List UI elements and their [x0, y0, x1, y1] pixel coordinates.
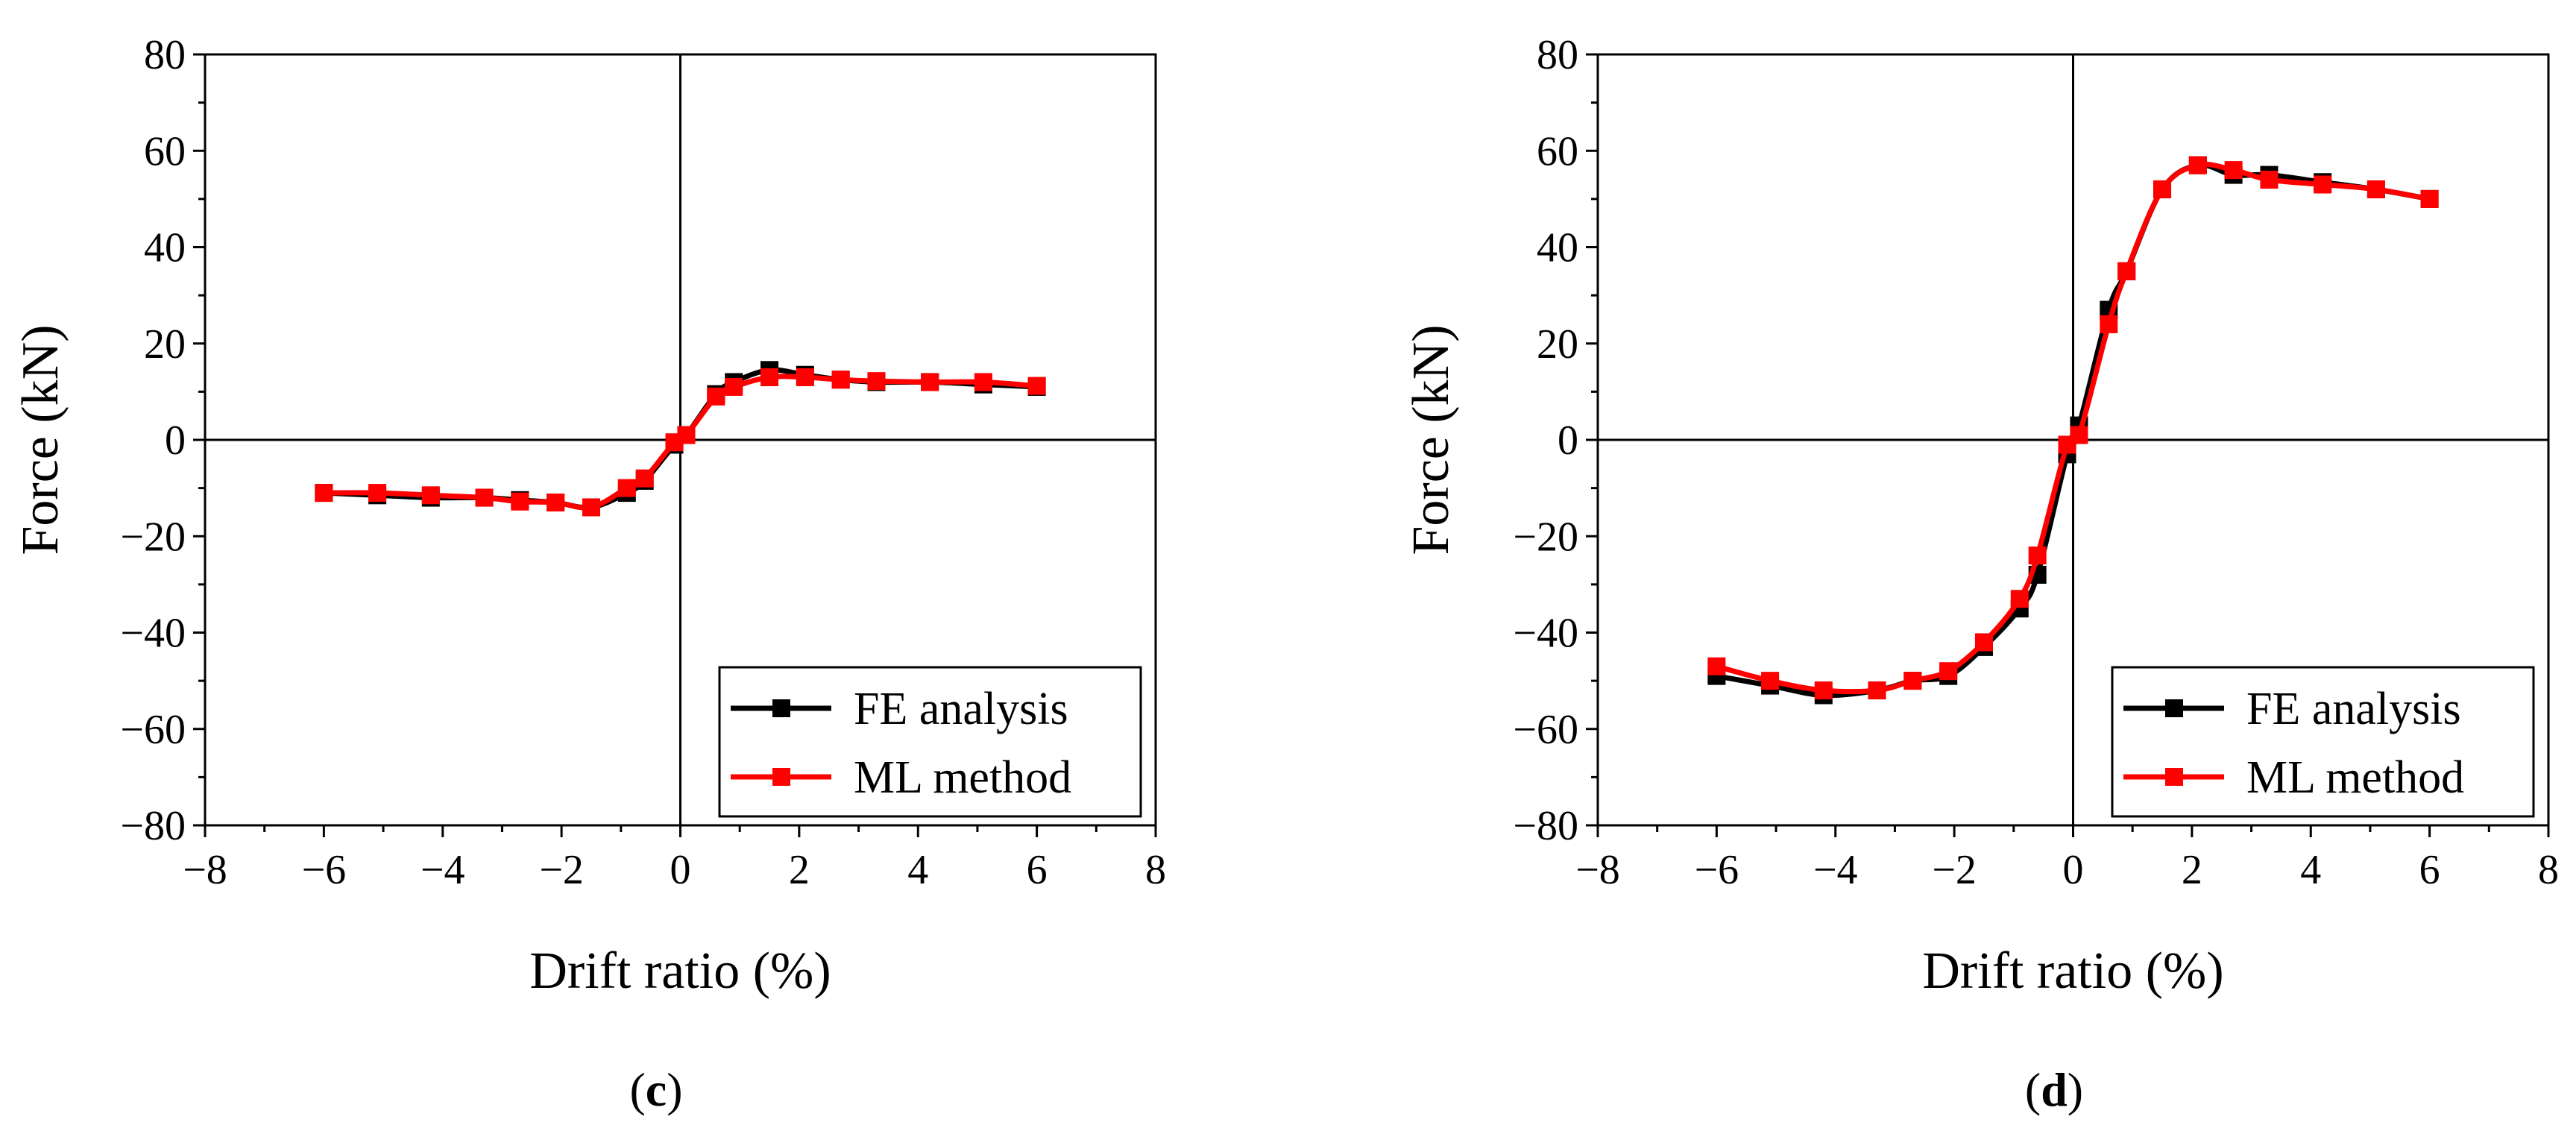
data-point-ml-method: [2188, 156, 2207, 174]
x-tick-label: 2: [789, 847, 810, 893]
data-point-ml-method: [635, 469, 654, 488]
x-tick-label: −4: [1813, 847, 1858, 893]
y-tick-label: 80: [1537, 32, 1578, 78]
y-tick-label: −20: [1513, 514, 1578, 560]
y-tick-label: −60: [1513, 707, 1578, 753]
y-tick-label: 20: [1537, 321, 1578, 368]
data-point-ml-method: [707, 387, 725, 406]
x-tick-label: 2: [2182, 847, 2202, 893]
data-point-ml-method: [677, 426, 696, 444]
data-point-ml-method: [867, 372, 886, 391]
data-point-ml-method: [725, 377, 743, 396]
data-point-ml-method: [2224, 161, 2243, 180]
x-tick-label: −6: [1695, 847, 1739, 893]
panel-c-chart: −8 −6 −4 −2 0 2 4 6 8−80−60−40−20020406080Drift …: [12, 32, 1166, 1116]
data-point-ml-method: [760, 368, 779, 386]
data-point-ml-method: [1974, 633, 1993, 652]
x-axis-title: Drift ratio (%): [529, 942, 831, 1000]
data-point-ml-method: [1939, 662, 1958, 681]
data-point-ml-method: [2100, 315, 2118, 333]
y-tick-label: −20: [120, 514, 186, 560]
x-tick-label: 0: [670, 847, 691, 893]
legend-box: [718, 666, 1142, 818]
y-axis-title: Force (kN): [12, 324, 69, 555]
legend-marker-fe-analysis: [772, 699, 790, 717]
legend-marker-ml-method: [2165, 768, 2183, 786]
data-point-ml-method: [2314, 175, 2332, 194]
legend-label-fe-analysis: FE analysis: [854, 684, 1068, 734]
y-tick-label: −40: [120, 611, 186, 657]
y-tick-label: −60: [120, 707, 186, 753]
y-tick-label: 40: [1537, 225, 1578, 271]
data-point-ml-method: [2117, 262, 2136, 280]
y-tick-label: 60: [144, 128, 186, 174]
data-point-ml-method: [2153, 180, 2172, 198]
data-point-ml-method: [1707, 657, 1726, 675]
data-point-ml-method: [475, 488, 494, 507]
legend-marker-fe-analysis: [2165, 699, 2183, 717]
x-tick-label: 4: [907, 847, 928, 893]
x-tick-label: −2: [1932, 847, 1977, 893]
data-point-ml-method: [547, 494, 565, 512]
y-tick-label: −40: [1513, 611, 1578, 657]
y-tick-label: 40: [144, 225, 186, 271]
panel-label-letter: c: [646, 1063, 667, 1116]
data-point-ml-method: [2260, 171, 2279, 189]
data-point-ml-method: [1027, 377, 1046, 395]
panel-label: (d): [2025, 1063, 2083, 1116]
data-point-ml-method: [921, 373, 939, 391]
y-tick-label: 0: [1558, 418, 1578, 464]
x-tick-label: −8: [183, 847, 227, 893]
x-tick-label: −2: [539, 847, 584, 893]
data-point-ml-method: [1814, 681, 1833, 700]
data-point-ml-method: [831, 371, 850, 389]
data-point-ml-method: [2420, 189, 2439, 208]
y-tick-label: 80: [144, 32, 186, 78]
panel-label-letter: d: [2041, 1063, 2068, 1116]
data-point-ml-method: [1903, 672, 1922, 690]
legend-label-ml-method: ML method: [2246, 752, 2464, 803]
x-tick-label: 6: [2419, 847, 2440, 893]
data-point-ml-method: [582, 498, 600, 517]
panel-d-chart: −8 −6 −4 −2 0 2 4 6 8−80−60−40−20020406080Drift …: [1402, 32, 2559, 1116]
y-tick-label: 60: [1537, 128, 1578, 174]
y-tick-label: 20: [144, 321, 186, 368]
data-point-ml-method: [1761, 672, 1780, 690]
x-tick-label: 0: [2063, 847, 2084, 893]
panel-label: (c): [629, 1063, 682, 1116]
data-point-ml-method: [2028, 546, 2047, 565]
data-point-ml-method: [617, 479, 636, 497]
x-tick-label: 8: [2538, 847, 2559, 893]
data-point-ml-method: [2070, 426, 2088, 444]
data-point-ml-method: [511, 492, 529, 511]
data-point-ml-method: [421, 486, 440, 505]
data-point-ml-method: [2010, 590, 2029, 608]
x-tick-label: −4: [421, 847, 465, 893]
y-tick-label: −80: [1513, 803, 1578, 849]
data-point-ml-method: [1868, 681, 1886, 700]
data-point-ml-method: [974, 373, 992, 391]
x-tick-label: 4: [2300, 847, 2321, 893]
y-axis-title: Force (kN): [1402, 324, 1460, 555]
data-point-ml-method: [368, 484, 387, 503]
x-tick-label: 8: [1145, 847, 1166, 893]
legend-label-fe-analysis: FE analysis: [2246, 684, 2461, 734]
y-tick-label: −80: [120, 803, 186, 849]
x-tick-label: −6: [302, 847, 347, 893]
data-point-ml-method: [796, 368, 814, 386]
data-point-ml-method: [2366, 180, 2385, 198]
x-tick-label: 6: [1027, 847, 1048, 893]
legend-marker-ml-method: [772, 768, 790, 786]
legend-box: [2111, 666, 2535, 818]
data-point-ml-method: [315, 484, 333, 503]
legend-label-ml-method: ML method: [854, 752, 1071, 803]
x-axis-title: Drift ratio (%): [1922, 942, 2223, 1000]
x-tick-label: −8: [1575, 847, 1620, 893]
y-tick-label: 0: [165, 418, 186, 464]
